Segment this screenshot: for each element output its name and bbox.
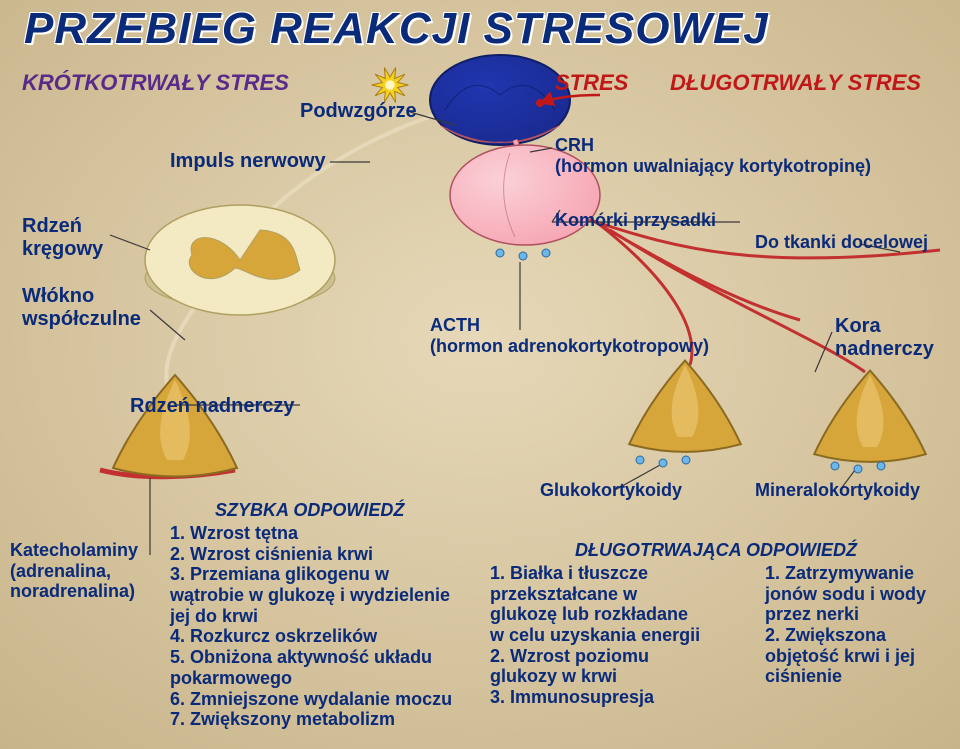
label-mineralo-body: 1. Zatrzymywanie jonów sodu i wody przez…: [765, 563, 926, 687]
label-glucocorticoids: Glukokortykoidy: [540, 480, 682, 501]
label-slow-head: DŁUGOTRWAJĄCA ODPOWIEDŹ: [575, 540, 857, 561]
label-fast-body: 1. Wzrost tętna 2. Wzrost ciśnienia krwi…: [170, 523, 452, 730]
label-fast-head: SZYBKA ODPOWIEDŹ: [215, 500, 404, 521]
label-acth: ACTH (hormon adrenokortykotropowy): [430, 315, 709, 356]
label-catechol: Katecholaminy (adrenalina, noradrenalina…: [10, 540, 138, 602]
label-target-tissue: Do tkanki docelowej: [755, 232, 928, 253]
label-sympathetic: Włókno współczulne: [22, 285, 141, 331]
label-nerve-impulse: Impuls nerwowy: [170, 150, 326, 173]
label-long-stress: DŁUGOTRWAŁY STRES: [670, 70, 921, 95]
label-gluco-body: 1. Białka i tłuszcze przekształcane w gl…: [490, 563, 700, 708]
page-title: PRZEBIEG REAKCJI STRESOWEJ: [24, 4, 769, 55]
label-spinal-cord: Rdzeń kręgowy: [22, 215, 103, 261]
label-mineralo: Mineralokortykoidy: [755, 480, 920, 501]
label-hypothalamus: Podwzgórze: [300, 100, 417, 123]
label-adrenal-cortex: Kora nadnerczy: [835, 315, 934, 361]
label-short-stress: KRÓTKOTRWAŁY STRES: [22, 70, 289, 95]
label-stress: STRES: [555, 70, 628, 95]
label-pituitary: Komórki przysadki: [555, 210, 716, 231]
label-crh: CRH (hormon uwalniający kortykotropinę): [555, 135, 871, 176]
label-adrenal-medulla: Rdzeń nadnerczy: [130, 395, 294, 418]
